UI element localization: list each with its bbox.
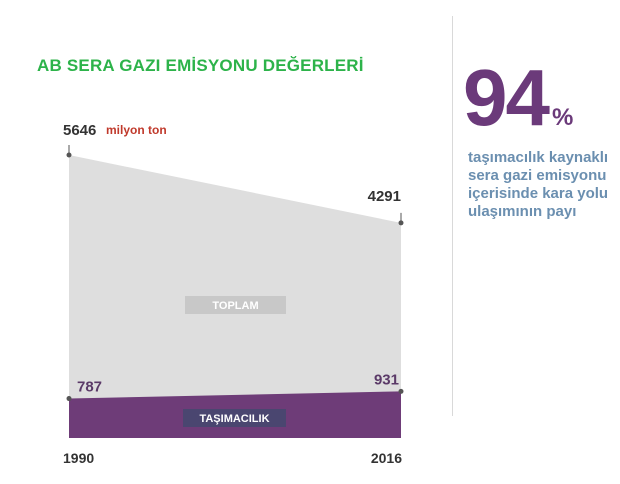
data-label-total-1990: 5646	[63, 122, 96, 139]
point-total-2016	[398, 220, 404, 226]
series-label-box-transport	[183, 409, 286, 427]
vertical-divider	[452, 16, 453, 416]
highlight-value: 94%	[463, 58, 573, 138]
highlight-description: taşımacılık kaynaklı sera gazi emisyonu …	[468, 149, 609, 220]
emission-area-chart: 5646 milyon ton 4291 787 931 TOPLAM TAŞI…	[63, 122, 404, 466]
point-transport-2016	[398, 388, 404, 394]
point-transport-1990	[66, 396, 72, 402]
percent-sign: %	[551, 104, 574, 131]
series-label-box-total	[185, 296, 286, 314]
x-tick-label-2016: 2016	[371, 450, 402, 466]
chart-title: AB SERA GAZI EMİSYONU DEĞERLERİ	[37, 56, 364, 75]
x-tick-label-1990: 1990	[63, 450, 94, 466]
series-label-transport: TAŞIMACILIK	[199, 413, 269, 425]
highlight-number: 94	[463, 53, 550, 142]
data-label-transport-1990: 787	[77, 379, 102, 396]
data-label-transport-2016: 931	[374, 371, 399, 388]
series-label-total: TOPLAM	[212, 300, 258, 312]
data-label-total-2016: 4291	[368, 188, 401, 205]
point-total-1990	[66, 152, 72, 158]
unit-label: milyon ton	[106, 123, 167, 137]
